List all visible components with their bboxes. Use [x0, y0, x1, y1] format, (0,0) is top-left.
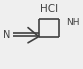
Text: N: N	[3, 30, 10, 39]
Text: NH: NH	[66, 18, 79, 27]
Text: HCl: HCl	[40, 4, 59, 14]
